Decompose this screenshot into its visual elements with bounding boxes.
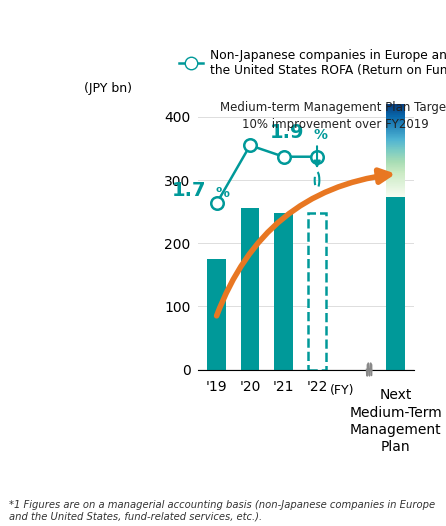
FancyArrowPatch shape bbox=[217, 170, 389, 316]
Text: 1.7: 1.7 bbox=[171, 181, 206, 200]
Legend: Non-Japanese companies in Europe and
the United States ROFA (Return on Funded As: Non-Japanese companies in Europe and the… bbox=[174, 44, 446, 82]
Bar bbox=[207, 259, 226, 369]
Text: *1 Figures are on a managerial accounting basis (non-Japanese companies in Europ: *1 Figures are on a managerial accountin… bbox=[9, 500, 435, 522]
Text: Medium-term Management Plan Target
10% improvement over FY2019: Medium-term Management Plan Target 10% i… bbox=[220, 101, 446, 131]
Text: 1.9: 1.9 bbox=[270, 123, 304, 142]
Text: %: % bbox=[314, 128, 328, 142]
Text: Next
Medium-Term
Management
Plan: Next Medium-Term Management Plan bbox=[349, 388, 442, 454]
Bar bbox=[274, 213, 293, 369]
Text: (FY): (FY) bbox=[330, 384, 355, 397]
Bar bbox=[308, 213, 326, 369]
Bar bbox=[241, 208, 259, 369]
Text: (JPY bn): (JPY bn) bbox=[84, 82, 132, 95]
Text: %: % bbox=[215, 186, 229, 200]
Bar bbox=[387, 104, 405, 369]
